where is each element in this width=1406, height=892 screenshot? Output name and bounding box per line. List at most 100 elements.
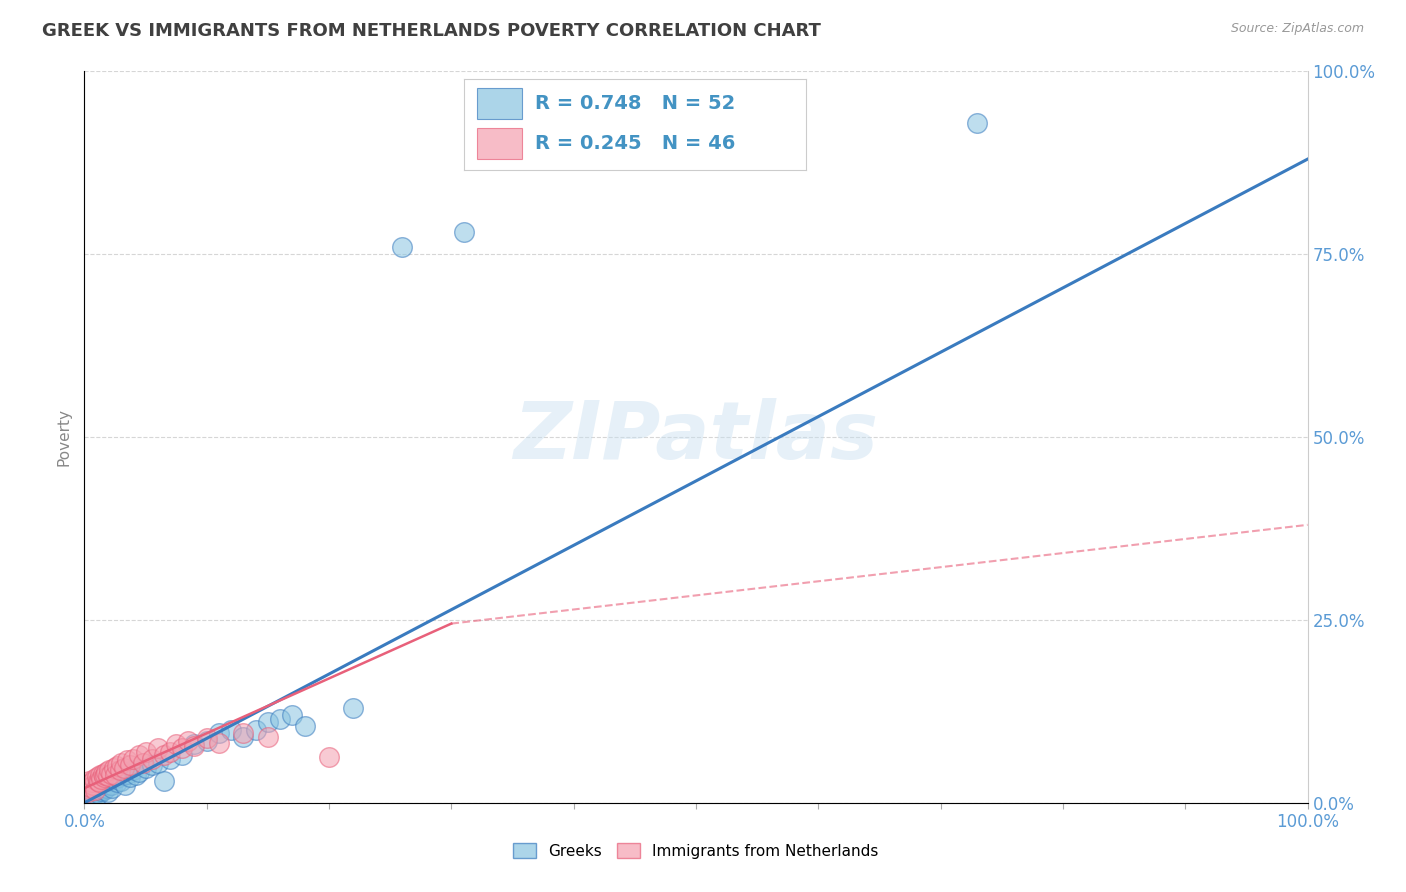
Point xyxy=(128,748,150,763)
Point xyxy=(146,740,169,755)
Point xyxy=(146,756,169,770)
Point xyxy=(232,726,254,740)
Point xyxy=(153,773,176,788)
Point xyxy=(141,757,163,772)
Point xyxy=(114,777,136,792)
Point xyxy=(76,789,98,803)
Point xyxy=(77,785,100,799)
Point xyxy=(90,772,112,786)
Point xyxy=(77,792,100,806)
Point xyxy=(87,785,110,799)
Point xyxy=(79,785,101,799)
Point xyxy=(294,719,316,733)
Point xyxy=(104,768,127,782)
Point xyxy=(89,768,111,782)
Point xyxy=(232,730,254,744)
Point xyxy=(183,739,205,753)
Point xyxy=(132,756,155,770)
Point xyxy=(80,789,103,803)
Text: GREEK VS IMMIGRANTS FROM NETHERLANDS POVERTY CORRELATION CHART: GREEK VS IMMIGRANTS FROM NETHERLANDS POV… xyxy=(42,22,821,40)
Point xyxy=(97,763,120,777)
Point xyxy=(391,240,413,254)
Point xyxy=(342,700,364,714)
Y-axis label: Poverty: Poverty xyxy=(56,408,72,467)
Point xyxy=(104,772,127,787)
Point xyxy=(195,733,218,747)
Point xyxy=(87,775,110,789)
Point xyxy=(281,708,304,723)
Point xyxy=(89,781,111,796)
Legend: Greeks, Immigrants from Netherlands: Greeks, Immigrants from Netherlands xyxy=(508,837,884,864)
Point xyxy=(112,761,135,775)
Point xyxy=(96,765,118,780)
Point xyxy=(219,723,242,737)
Point xyxy=(112,768,135,782)
Point xyxy=(97,785,120,799)
Point xyxy=(208,726,231,740)
Point xyxy=(94,768,117,782)
Point xyxy=(257,715,280,730)
Point xyxy=(93,770,115,784)
Point xyxy=(208,736,231,750)
Point xyxy=(91,766,114,780)
Point xyxy=(183,737,205,751)
Point xyxy=(141,752,163,766)
Point xyxy=(159,745,181,759)
Point xyxy=(453,225,475,239)
Point xyxy=(86,770,108,784)
Point xyxy=(172,740,194,755)
Point xyxy=(103,761,125,775)
Text: Source: ZipAtlas.com: Source: ZipAtlas.com xyxy=(1230,22,1364,36)
Point xyxy=(245,723,267,737)
Point xyxy=(77,789,100,804)
Point xyxy=(172,748,194,763)
Point xyxy=(153,748,176,763)
Point xyxy=(77,773,100,788)
Point xyxy=(100,777,122,792)
Point xyxy=(966,115,988,129)
Point xyxy=(108,763,131,777)
Point xyxy=(82,777,104,792)
Point xyxy=(110,773,132,788)
Point xyxy=(97,773,120,788)
Point xyxy=(165,737,187,751)
Point xyxy=(125,768,148,782)
Point xyxy=(82,789,104,804)
Point xyxy=(110,756,132,770)
Point xyxy=(96,781,118,796)
Point xyxy=(118,770,141,784)
Point xyxy=(84,782,107,797)
Point xyxy=(115,766,138,780)
Point xyxy=(76,781,98,796)
Point xyxy=(87,787,110,801)
Point xyxy=(115,753,138,767)
Point xyxy=(135,745,157,759)
Point xyxy=(122,763,145,777)
Point xyxy=(107,770,129,784)
Point xyxy=(101,781,124,796)
Point xyxy=(87,773,110,788)
Point xyxy=(159,752,181,766)
Text: ZIPatlas: ZIPatlas xyxy=(513,398,879,476)
Point xyxy=(83,787,105,801)
Point xyxy=(84,791,107,805)
Point xyxy=(83,772,105,787)
Point xyxy=(122,752,145,766)
Point xyxy=(80,775,103,789)
Point xyxy=(118,757,141,772)
Point xyxy=(97,769,120,783)
Point xyxy=(86,782,108,797)
Point xyxy=(105,775,128,789)
Point xyxy=(318,750,340,764)
Point xyxy=(100,766,122,780)
Point xyxy=(79,780,101,794)
Point xyxy=(75,777,97,792)
Point xyxy=(128,765,150,780)
Point xyxy=(93,782,115,797)
Point xyxy=(135,761,157,775)
Point xyxy=(105,759,128,773)
Point xyxy=(177,733,200,747)
Point xyxy=(257,730,280,744)
Point xyxy=(195,731,218,746)
Point xyxy=(94,777,117,792)
